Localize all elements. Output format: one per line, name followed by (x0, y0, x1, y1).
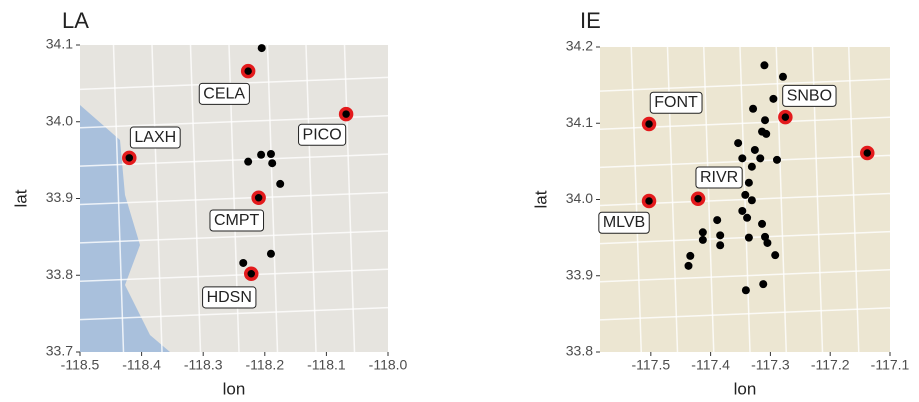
monitor-point (756, 154, 764, 162)
y-tick-label: 33.9 (46, 189, 73, 205)
monitor-point (258, 44, 266, 52)
monitor-point (713, 216, 721, 224)
site-label: PICO (303, 126, 342, 143)
y-axis-label: lat (531, 190, 550, 208)
x-tick-label: -118.0 (369, 357, 408, 373)
site-point (253, 192, 264, 203)
x-tick-label: -117.2 (811, 357, 850, 373)
monitor-point (699, 236, 707, 244)
y-tick-label: 33.7 (46, 343, 73, 359)
monitor-point (741, 191, 749, 199)
monitor-point (773, 156, 781, 164)
site-label: MLVB (603, 214, 645, 231)
x-tick-label: -117.3 (751, 357, 790, 373)
y-tick-label: 33.8 (46, 266, 73, 282)
site-point (243, 66, 254, 77)
monitor-point (239, 259, 247, 267)
monitor-point (749, 105, 757, 113)
x-tick-label: -118.3 (184, 357, 223, 373)
monitor-point (244, 158, 252, 166)
site-label: LAXH (134, 129, 176, 146)
y-tick-label: 33.9 (566, 266, 593, 282)
x-tick-label: -117.1 (871, 357, 910, 373)
monitor-point (748, 163, 756, 171)
monitor-point (716, 241, 724, 249)
monitor-point (738, 154, 746, 162)
monitor-point (268, 159, 276, 167)
monitor-point (745, 234, 753, 242)
site-point (644, 196, 655, 207)
monitor-point (761, 116, 769, 124)
monitor-point (716, 231, 724, 239)
site-label: CELA (203, 85, 245, 102)
site-point (780, 112, 791, 123)
x-axis-label: lon (223, 379, 246, 398)
y-tick-label: 34.1 (46, 36, 73, 52)
y-axis-label: lat (11, 189, 30, 207)
site-point (124, 152, 135, 163)
monitor-point (751, 146, 759, 154)
y-tick-label: 33.8 (566, 343, 593, 359)
monitor-point (743, 214, 751, 222)
y-tick-label: 34.1 (566, 114, 593, 130)
monitor-point (267, 250, 275, 258)
site-point (644, 119, 655, 130)
site-label: HDSN (207, 289, 252, 306)
monitor-point (769, 95, 777, 103)
monitor-point (762, 130, 770, 138)
monitor-point (699, 228, 707, 236)
x-tick-label: -117.4 (691, 357, 730, 373)
chart-title: IE (580, 8, 601, 33)
monitor-point (686, 252, 694, 260)
chart-title: LA (62, 8, 89, 33)
site-point (693, 193, 704, 204)
x-tick-label: -118.4 (122, 357, 161, 373)
site-point (246, 268, 257, 279)
monitor-point (742, 286, 750, 294)
monitor-point (763, 239, 771, 247)
monitor-point (779, 73, 787, 81)
monitor-point (257, 151, 265, 159)
site-label: SNBO (787, 87, 832, 104)
x-tick-label: -118.2 (245, 357, 284, 373)
y-tick-label: 34.0 (566, 190, 593, 206)
monitor-point (745, 179, 753, 187)
y-tick-label: 34.2 (566, 38, 593, 54)
monitor-point (738, 207, 746, 215)
monitor-point (684, 262, 692, 270)
site-label: RIVR (700, 169, 738, 186)
monitor-point (276, 180, 284, 188)
monitor-point (734, 139, 742, 147)
monitor-point (771, 251, 779, 259)
x-axis-label: lon (734, 379, 757, 398)
monitor-point (758, 220, 766, 228)
monitor-point (759, 280, 767, 288)
site-label: CMPT (214, 212, 260, 229)
monitor-point (267, 150, 275, 158)
monitor-point (748, 196, 756, 204)
site-point (341, 109, 352, 120)
figure: LA -118.5 -118.4 -118.3 -118.2 -118.1 -118.0 33… (0, 0, 919, 402)
monitor-point (760, 61, 768, 69)
x-tick-label: -117.5 (631, 357, 670, 373)
x-tick-label: -118.5 (61, 357, 100, 373)
site-point (862, 147, 873, 158)
x-tick-label: -118.1 (307, 357, 346, 373)
y-tick-label: 34.0 (46, 112, 73, 128)
site-label: FONT (654, 94, 698, 111)
